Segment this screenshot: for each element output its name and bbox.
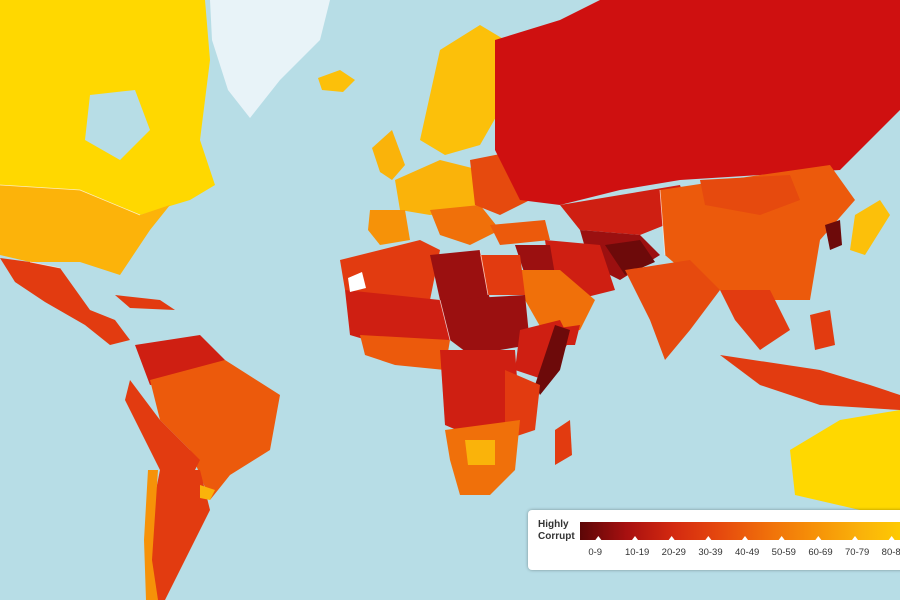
region-libya: [430, 250, 490, 300]
legend-gradient-bar: [580, 522, 900, 540]
legend-ticks: [595, 536, 895, 540]
legend-title: Highly Corrupt: [538, 519, 575, 543]
legend-tick: [668, 536, 675, 540]
region-north-africa-west: [340, 240, 440, 305]
region-botswana: [465, 440, 495, 465]
region-west-africa: [360, 335, 450, 370]
legend-tick: [815, 536, 822, 540]
region-somalia: [535, 325, 570, 395]
region-western-europe: [395, 160, 480, 215]
legend-title-line2: Corrupt: [538, 531, 575, 542]
region-peru-bolivia: [125, 380, 200, 490]
legend-range-label: 0-9: [588, 547, 603, 558]
region-italy-balkans: [430, 205, 500, 245]
region-kazakhstan: [560, 185, 690, 235]
region-brazil: [150, 360, 280, 500]
region-chad-sudan: [440, 295, 530, 355]
legend-range-label: 30-39: [698, 547, 723, 558]
region-mongolia: [700, 175, 800, 215]
region-australia: [790, 410, 900, 510]
region-north-korea: [825, 220, 842, 250]
region-madagascar: [555, 420, 572, 465]
legend-tick: [852, 536, 858, 540]
region-iceland: [318, 70, 355, 92]
legend-gradient-rect: [580, 522, 900, 540]
legend-labels: 0-9 10-19 20-29 30-39 40-49 50-59 60-69 70-79 80…: [580, 547, 900, 561]
region-iberia: [368, 210, 410, 245]
region-hudson-bay: [85, 90, 150, 160]
region-western-sahara: [348, 272, 366, 292]
region-caribbean: [115, 295, 175, 310]
region-chile: [144, 470, 158, 600]
legend-range-label: 50-59: [771, 547, 796, 558]
region-greenland: [210, 0, 330, 118]
region-argentina: [150, 470, 210, 600]
legend-range-label: 10-19: [625, 547, 650, 558]
legend-title-line1: Highly: [538, 519, 569, 530]
legend-range-label: 40-49: [735, 547, 760, 558]
region-afghanistan: [605, 240, 655, 275]
region-southeast-asia: [720, 290, 790, 350]
region-uk: [372, 130, 405, 180]
region-egypt: [480, 255, 525, 295]
legend-tick: [742, 536, 748, 540]
region-indonesia: [720, 355, 900, 410]
region-india: [625, 260, 720, 360]
map-legend: Highly Corrupt 0-9 10-19 20-29 30-39 40-49 50…: [528, 510, 900, 570]
region-mexico: [0, 258, 130, 345]
region-iraq-syria: [515, 245, 555, 275]
legend-range-label: 70-79: [845, 547, 870, 558]
legend-tick: [705, 536, 712, 540]
region-russia: [495, 0, 900, 205]
region-turkey: [490, 220, 550, 245]
region-sahel: [345, 290, 450, 350]
region-saudi-arabia: [515, 270, 595, 335]
legend-range-label: 80-89: [881, 547, 900, 558]
region-usa: [0, 185, 170, 275]
region-central-africa: [440, 350, 520, 440]
legend-tick: [888, 536, 895, 540]
legend-tick: [632, 536, 638, 540]
legend-range-label: 20-29: [661, 547, 686, 558]
legend-tick: [778, 536, 785, 540]
region-japan: [850, 200, 890, 255]
legend-range-label: 60-69: [808, 547, 833, 558]
region-uruguay: [200, 485, 215, 500]
borders: [0, 184, 666, 341]
region-scandinavia: [420, 25, 505, 155]
legend-tick: [595, 536, 602, 540]
region-philippines: [810, 310, 835, 350]
